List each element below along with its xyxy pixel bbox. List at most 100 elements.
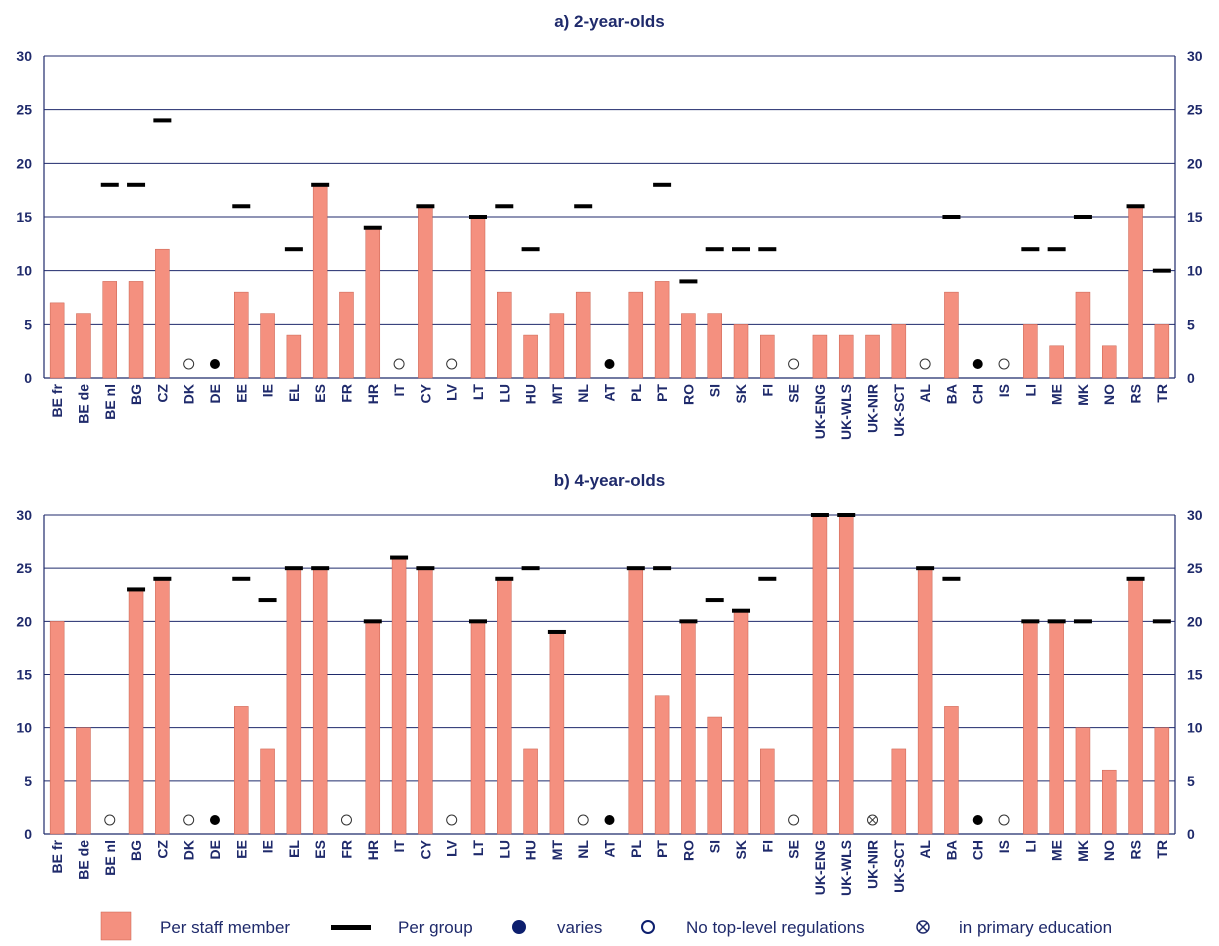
group-marker-el <box>284 566 303 571</box>
x-tick-label-hr: HR <box>365 840 381 860</box>
x-tick-label-dk: DK <box>181 840 197 860</box>
bar-lu <box>497 578 512 835</box>
group-marker-pt <box>653 566 672 571</box>
x-tick-label-cy: CY <box>417 839 433 859</box>
y-tick-label-left: 25 <box>16 560 32 576</box>
x-tick-label-sk: SK <box>733 384 749 403</box>
x-tick-label-ro: RO <box>680 840 696 861</box>
x-tick-label-mt: MT <box>549 840 565 861</box>
y-tick-label-right: 30 <box>1187 48 1203 64</box>
bar-ro <box>681 313 696 379</box>
x-tick-label-is: IS <box>996 840 1012 853</box>
x-tick-label-me: ME <box>1049 384 1065 405</box>
bar-sk <box>733 324 749 379</box>
y-tick-label-right: 5 <box>1187 773 1195 789</box>
y-tick-label-right: 10 <box>1187 263 1203 279</box>
bar-cy <box>418 206 433 379</box>
x-tick-label-be-fr: BE fr <box>49 383 65 417</box>
x-tick-label-uk-nir: UK-NIR <box>865 840 881 889</box>
x-tick-label-hr: HR <box>365 384 381 404</box>
x-tick-label-el: EL <box>286 840 302 858</box>
y-tick-label-right: 10 <box>1187 720 1203 736</box>
bar-nl <box>575 291 591 379</box>
y-tick-label-right: 0 <box>1187 370 1195 386</box>
bar-al <box>917 567 933 835</box>
bar-be-fr <box>49 621 65 835</box>
y-tick-label-left: 10 <box>16 263 32 279</box>
x-tick-label-be-nl: BE nl <box>102 384 118 420</box>
x-tick-label-pt: PT <box>654 384 670 402</box>
bar-sk <box>733 610 749 835</box>
no-regulation-marker-se <box>788 814 800 826</box>
x-tick-label-hu: HU <box>523 840 539 860</box>
bar-pt <box>654 695 670 835</box>
bar-es <box>312 567 328 835</box>
x-tick-label-es: ES <box>312 840 328 859</box>
bar-mk <box>1075 727 1091 835</box>
y-tick-label-right: 15 <box>1187 667 1203 683</box>
bar-hr <box>365 621 381 835</box>
legend-label-per-group: Per group <box>398 918 473 937</box>
group-marker-mt <box>547 629 566 634</box>
x-tick-label-be-fr: BE fr <box>49 839 65 873</box>
no-regulation-marker-se <box>788 358 800 370</box>
group-marker-fi <box>758 247 777 252</box>
bar-uk-sct <box>891 324 907 379</box>
y-tick-label-right: 30 <box>1187 507 1203 523</box>
x-tick-label-li: LI <box>1022 384 1038 396</box>
varies-marker-ch <box>972 815 983 825</box>
x-tick-label-fr: FR <box>338 384 354 403</box>
x-tick-label-de: DE <box>207 384 223 403</box>
group-marker-sk <box>732 247 751 252</box>
x-tick-label-ba: BA <box>943 840 959 860</box>
no-regulation-marker-lv <box>446 814 458 826</box>
legend-varies-icon <box>512 920 526 934</box>
x-tick-label-lu: LU <box>496 840 512 859</box>
y-tick-label-left: 30 <box>16 48 32 64</box>
group-marker-lt <box>468 215 487 219</box>
group-marker-bg <box>127 182 146 187</box>
y-tick-label-left: 15 <box>16 667 32 683</box>
bar-be-de <box>76 313 91 379</box>
varies-marker-de <box>209 359 220 369</box>
x-tick-label-pl: PL <box>628 840 644 858</box>
bar-me <box>1049 621 1064 835</box>
x-tick-label-lt: LT <box>470 840 486 857</box>
primary-education-marker-uk-nir <box>867 814 879 826</box>
x-tick-label-al: AL <box>917 840 933 859</box>
bar-ee <box>234 291 249 379</box>
no-regulation-marker-al <box>919 358 931 370</box>
bar-no <box>1101 769 1117 835</box>
group-marker-cz <box>153 118 172 123</box>
x-tick-label-dk: DK <box>181 384 197 404</box>
x-tick-label-se: SE <box>786 384 802 403</box>
y-tick-label-left: 20 <box>16 155 32 171</box>
y-tick-label-left: 20 <box>16 613 32 629</box>
bar-tr <box>1154 324 1170 379</box>
bar-el <box>286 334 302 379</box>
bar-it <box>391 557 407 835</box>
y-tick-label-left: 0 <box>24 370 32 386</box>
bar-lt <box>470 621 486 835</box>
bar-mt <box>549 631 565 835</box>
no-regulation-marker-nl <box>577 814 589 826</box>
group-marker-uk-wls <box>837 513 856 517</box>
y-tick-label-right: 0 <box>1187 826 1195 842</box>
no-regulation-marker-fr <box>340 814 352 826</box>
x-tick-label-ch: CH <box>970 384 986 404</box>
group-marker-cy <box>416 566 435 571</box>
x-tick-label-al: AL <box>917 384 933 403</box>
no-regulation-marker-is <box>998 814 1010 826</box>
x-tick-label-it: IT <box>391 840 407 853</box>
bar-ba <box>944 706 959 835</box>
x-tick-label-uk-wls: UK-WLS <box>838 384 854 440</box>
no-regulation-marker-it <box>393 358 405 370</box>
bar-fi <box>760 334 775 379</box>
chart-title: b) 4-year-olds <box>554 471 665 490</box>
x-tick-label-si: SI <box>707 840 723 853</box>
group-marker-es <box>311 566 330 571</box>
y-tick-label-left: 5 <box>24 773 32 789</box>
y-tick-label-right: 5 <box>1187 316 1195 332</box>
